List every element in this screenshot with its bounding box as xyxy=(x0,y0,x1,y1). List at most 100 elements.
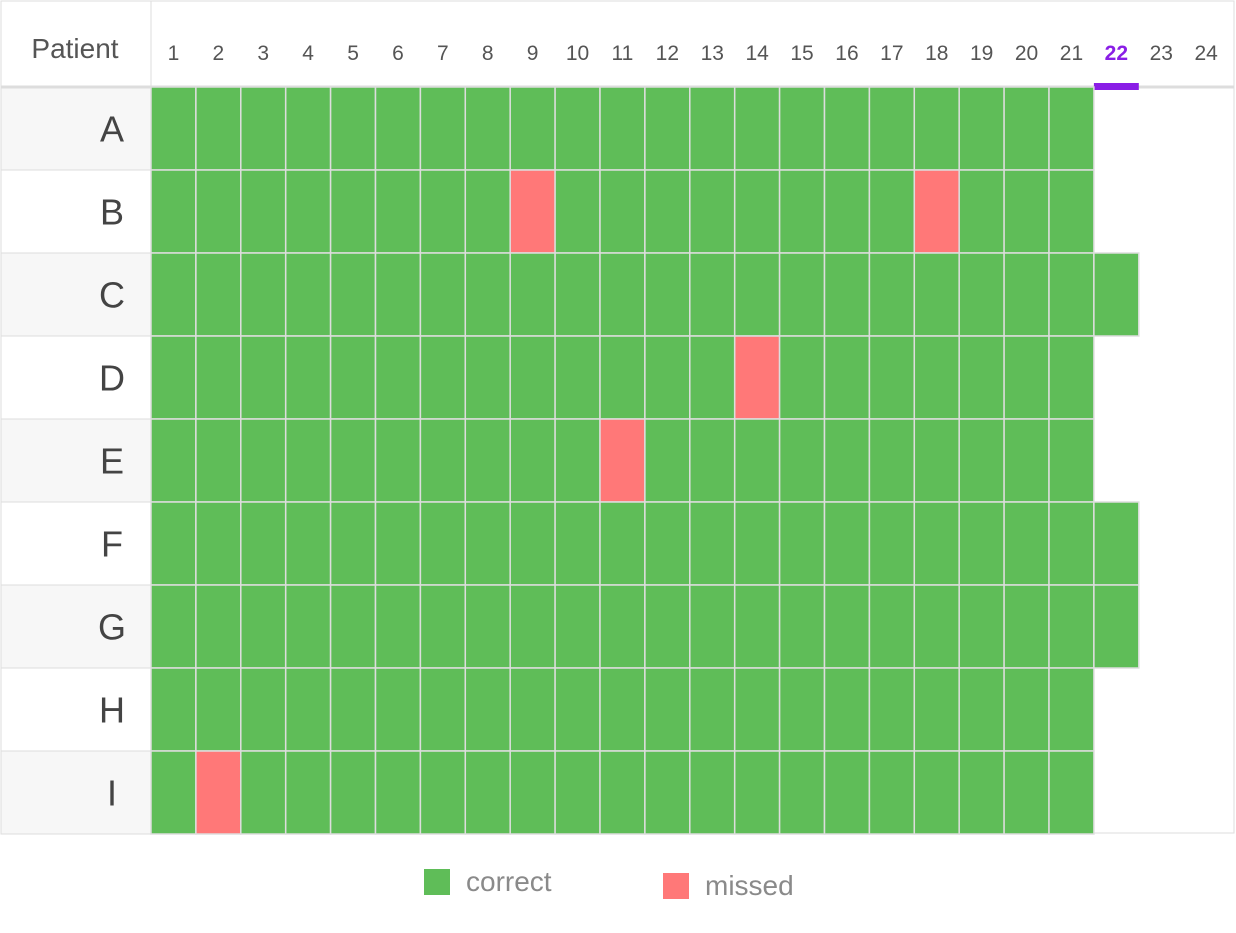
cell-missed xyxy=(509,169,556,254)
cell-correct xyxy=(240,86,287,171)
cell-correct xyxy=(644,418,691,503)
column-label: 24 xyxy=(1194,42,1218,65)
cell-correct xyxy=(868,86,916,171)
cell-correct xyxy=(868,584,916,669)
cell-correct xyxy=(689,667,736,752)
cell-correct xyxy=(1003,335,1050,420)
cell-correct xyxy=(419,86,467,171)
cell-correct xyxy=(823,750,871,835)
cell-correct xyxy=(374,86,422,171)
cell-correct xyxy=(374,667,422,752)
cell-correct xyxy=(644,667,691,752)
cell-correct xyxy=(823,667,871,752)
legend-item-missed: missed xyxy=(663,870,794,902)
column-label: 16 xyxy=(835,42,858,65)
cell-correct xyxy=(733,418,781,503)
legend-swatch-correct xyxy=(424,869,450,895)
cell-correct xyxy=(644,335,691,420)
column-label: 5 xyxy=(347,42,359,65)
cell-correct xyxy=(150,584,197,669)
cell-correct xyxy=(868,501,916,586)
cell-correct xyxy=(733,501,781,586)
row-label: D xyxy=(99,358,125,399)
cell-correct xyxy=(240,584,287,669)
cell-correct xyxy=(868,169,916,254)
cell-correct xyxy=(419,750,467,835)
cell-correct xyxy=(464,86,511,171)
legend-item-correct: correct xyxy=(424,866,552,898)
cell-correct xyxy=(554,335,601,420)
cell-correct xyxy=(150,418,197,503)
cell-correct xyxy=(374,335,422,420)
cell-correct xyxy=(868,418,916,503)
cell-correct xyxy=(150,86,197,171)
row-header-cell xyxy=(0,667,152,752)
cell-correct xyxy=(240,750,287,835)
cell-correct xyxy=(150,252,197,337)
cell-correct xyxy=(554,86,601,171)
cell-correct xyxy=(689,501,736,586)
cell-correct xyxy=(554,252,601,337)
cell-correct xyxy=(823,252,871,337)
cell-correct xyxy=(419,335,467,420)
cell-correct xyxy=(644,584,691,669)
cell-correct xyxy=(329,335,377,420)
cell-correct xyxy=(599,169,646,254)
cell-correct xyxy=(778,252,826,337)
cell-correct xyxy=(554,418,601,503)
cell-correct xyxy=(419,169,467,254)
cell-correct xyxy=(1048,584,1095,669)
column-label: 10 xyxy=(566,42,589,65)
cell-correct xyxy=(1048,418,1095,503)
column-label: 20 xyxy=(1015,42,1038,65)
column-label: 8 xyxy=(482,42,494,65)
row-label: B xyxy=(100,192,124,233)
cell-correct xyxy=(240,418,287,503)
cell-correct xyxy=(689,418,736,503)
row-label: E xyxy=(100,441,124,482)
cell-correct xyxy=(689,584,736,669)
highlight-marker xyxy=(1093,83,1139,90)
cell-correct xyxy=(419,667,467,752)
cell-correct xyxy=(464,501,511,586)
cell-correct xyxy=(913,750,960,835)
cell-correct xyxy=(778,335,826,420)
cell-correct xyxy=(1003,750,1050,835)
row-header-title: Patient xyxy=(31,33,118,64)
cell-correct xyxy=(554,750,601,835)
cell-correct xyxy=(419,584,467,669)
cell-correct xyxy=(150,501,197,586)
cell-correct xyxy=(150,335,197,420)
cell-correct xyxy=(913,667,960,752)
cell-correct xyxy=(240,252,287,337)
cell-correct xyxy=(958,501,1005,586)
cell-correct xyxy=(599,584,646,669)
cell-correct xyxy=(1048,86,1095,171)
column-label: 4 xyxy=(302,42,314,65)
cell-correct xyxy=(374,750,422,835)
column-label: 11 xyxy=(612,42,634,65)
cell-correct xyxy=(464,418,511,503)
cell-correct xyxy=(329,667,377,752)
cell-correct xyxy=(329,169,377,254)
cell-correct xyxy=(509,418,556,503)
cell-correct xyxy=(644,86,691,171)
column-label: 14 xyxy=(745,42,769,65)
cell-correct xyxy=(778,501,826,586)
cell-correct xyxy=(509,252,556,337)
cell-correct xyxy=(329,750,377,835)
cell-correct xyxy=(329,252,377,337)
column-label: 1 xyxy=(168,42,180,65)
cell-correct xyxy=(1003,584,1050,669)
cell-correct xyxy=(1048,501,1095,586)
cell-correct xyxy=(778,750,826,835)
column-label: 17 xyxy=(880,42,903,65)
cell-correct xyxy=(778,169,826,254)
cell-correct xyxy=(958,418,1005,503)
cell-correct xyxy=(554,584,601,669)
column-label: 7 xyxy=(437,42,449,65)
cell-missed xyxy=(195,750,242,835)
cell-correct xyxy=(958,169,1005,254)
cell-correct xyxy=(284,335,332,420)
cell-correct xyxy=(1048,750,1095,835)
